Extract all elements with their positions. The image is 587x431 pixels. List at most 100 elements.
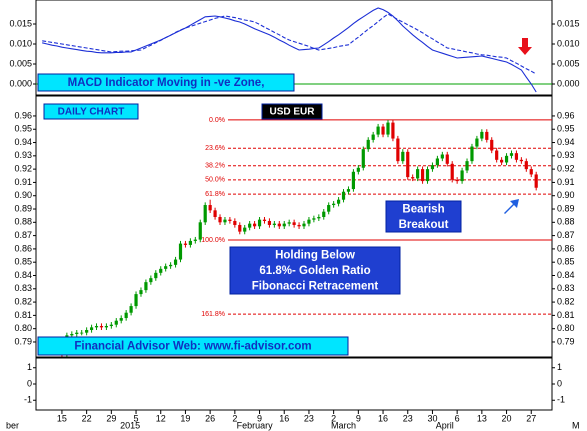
x-tick-label: 16 — [279, 413, 289, 423]
candle-body — [262, 219, 267, 221]
y-tick-label: 0.89 — [557, 203, 575, 213]
candle-body — [401, 151, 405, 162]
panel-frame — [35, 95, 553, 358]
candle-body — [430, 165, 435, 170]
plot-layer: 0.000 0.000 0.005 0.005 0.010 0.010 0.015 0.015… — [6, 0, 580, 430]
y-tick-label: 0.84 — [14, 270, 32, 280]
candle-body — [193, 239, 197, 241]
x-tick-label: 26 — [205, 413, 215, 423]
y-tick-label: 1 — [557, 362, 562, 372]
x-tick-label: 20 — [502, 413, 512, 423]
candle-body — [233, 220, 237, 225]
x-tick-label: 9 — [257, 413, 262, 423]
candle-body — [440, 154, 444, 159]
candle-body — [70, 333, 74, 336]
y-tick-label: 0.93 — [557, 150, 575, 160]
candle-body — [534, 174, 538, 188]
fib-label: 0.0% — [209, 117, 225, 124]
candle-body — [144, 282, 148, 291]
candle-body — [302, 223, 306, 227]
candle-body — [327, 205, 331, 212]
candle-body — [416, 169, 420, 179]
candle-body — [267, 220, 272, 225]
candle-body — [529, 169, 533, 175]
y-tick-label: 0.015 — [9, 18, 32, 28]
candle-body — [366, 139, 370, 150]
candle-body — [411, 177, 415, 179]
y-tick-label: 0.81 — [14, 310, 32, 320]
candle-body — [208, 205, 212, 211]
y-tick-label: 0.92 — [557, 164, 575, 174]
candle-body — [114, 320, 118, 325]
x-tick-label: 19 — [180, 413, 190, 423]
candle-body — [371, 134, 375, 140]
y-tick-label: 0.88 — [557, 217, 575, 227]
candle-body — [351, 171, 356, 190]
candle-body — [495, 150, 499, 160]
candle-body — [435, 158, 439, 166]
candle-body — [292, 222, 296, 225]
candle-body — [104, 326, 108, 328]
annotation-text: Holding Below — [275, 249, 355, 261]
annotation-box — [229, 246, 401, 295]
y-tick-label: 0.96 — [557, 110, 575, 120]
candle-body — [119, 318, 123, 321]
y-tick-label: 0.91 — [557, 177, 575, 187]
y-tick-label: 0.87 — [14, 230, 32, 240]
candle-body — [149, 278, 153, 283]
candle-body — [500, 159, 504, 163]
candle-body — [455, 179, 459, 182]
candle-body — [465, 161, 469, 171]
y-tick-label: 0.79 — [14, 336, 32, 346]
y-tick-label: 0.88 — [14, 217, 32, 227]
candle-body — [322, 211, 326, 217]
candle-body — [425, 169, 430, 182]
candle-body — [386, 122, 390, 135]
candle-body — [203, 205, 207, 223]
x-tick-label: 16 — [378, 413, 388, 423]
annotation-text: MACD Indicator Moving in -ve Zone, — [68, 77, 265, 89]
x-tick-label: 2 — [232, 413, 237, 423]
annotation-box — [37, 73, 295, 92]
candle-body — [312, 218, 316, 220]
candle-body — [514, 153, 519, 160]
candle-body — [509, 153, 514, 156]
x-tick-label: 5 — [134, 413, 139, 423]
candle-body — [124, 312, 128, 319]
x-tick-label: 12 — [156, 413, 166, 423]
x-tick-label: 22 — [82, 413, 92, 423]
annotation-text: Breakout — [399, 219, 449, 231]
y-tick-label: 0.015 — [557, 18, 580, 28]
candle-body — [75, 332, 79, 334]
candle-body — [361, 149, 365, 168]
candle-body — [490, 139, 494, 151]
candle-body — [198, 222, 202, 240]
macd-line — [42, 13, 537, 75]
annotation-text: Bearish — [402, 203, 444, 215]
candle-body — [504, 155, 509, 163]
y-tick-label: 0.79 — [557, 336, 575, 346]
candle-body — [134, 294, 138, 307]
annotation-text: DAILY CHART — [58, 107, 125, 118]
candle-body — [257, 219, 262, 227]
candle-body — [317, 216, 321, 219]
candle-body — [248, 223, 252, 228]
month-label: ber — [6, 420, 19, 430]
month-label: April — [436, 420, 454, 430]
x-tick-label: 9 — [356, 413, 361, 423]
candle-body — [346, 189, 351, 192]
y-tick-label: 0.000 — [557, 78, 580, 88]
macd-line — [42, 7, 537, 93]
candle-body — [332, 203, 336, 206]
candle-body — [99, 326, 104, 328]
candle-body — [129, 306, 133, 313]
candle-body — [420, 169, 425, 182]
x-tick-label: 29 — [106, 413, 116, 423]
fib-label: 100.0% — [201, 237, 225, 244]
annotation-text: 61.8%- Golden Ratio — [259, 265, 370, 277]
candle-body — [188, 240, 192, 245]
candle-body — [475, 138, 479, 147]
candle-body — [485, 131, 489, 140]
y-tick-label: 0.010 — [557, 38, 580, 48]
